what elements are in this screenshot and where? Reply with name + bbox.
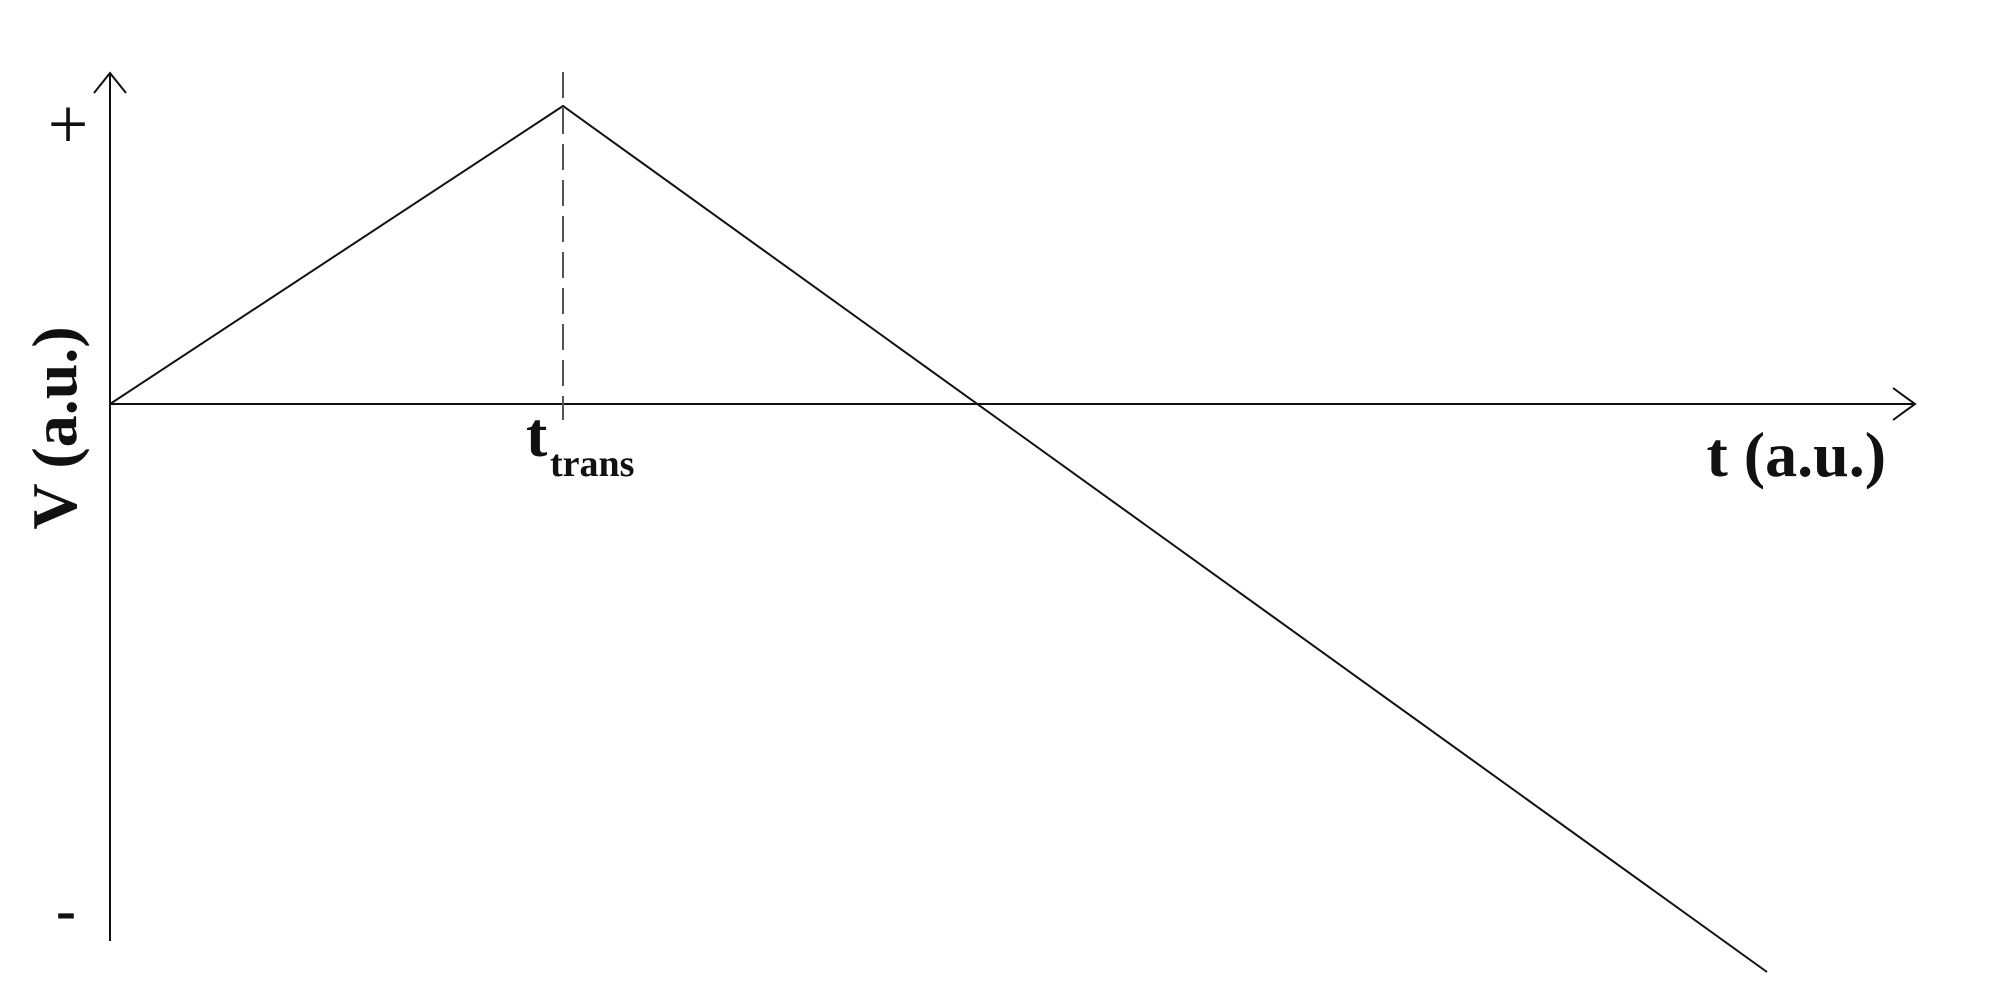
- marker-symbol: t: [526, 399, 548, 470]
- marker-subscript: trans: [550, 443, 634, 485]
- x-axis-label: t (a.u.): [1706, 419, 1886, 490]
- y-axis-label: V (a.u.): [19, 326, 90, 529]
- y-bottom-label: -: [56, 877, 76, 943]
- y-axis-arrow: [93, 71, 127, 94]
- y-top-label: +: [48, 84, 89, 164]
- x-axis-arrow: [1892, 387, 1917, 421]
- waveform: [109, 104, 1768, 973]
